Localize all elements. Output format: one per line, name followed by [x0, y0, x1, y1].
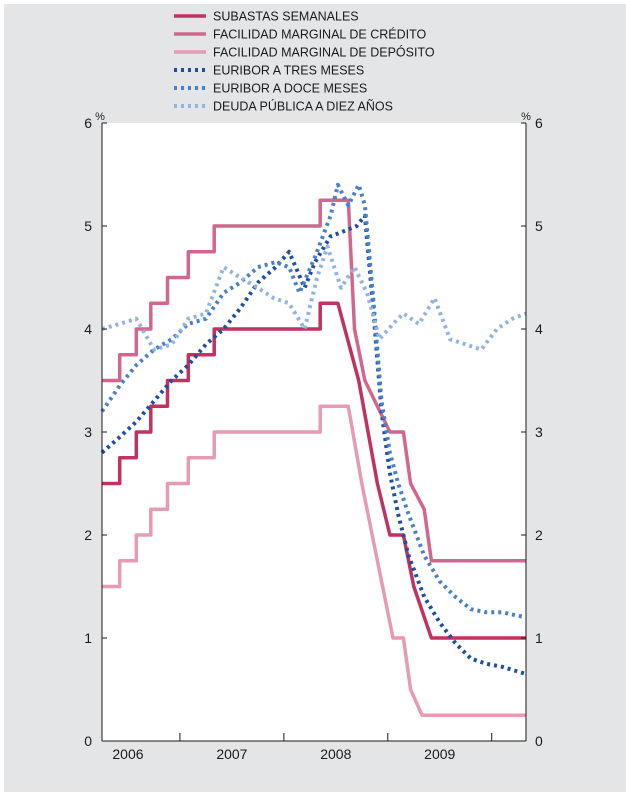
legend-label-5: EURIBOR A DOCE MESES — [213, 82, 367, 96]
series-line-1 — [102, 301, 526, 640]
legend-label-1: SUBASTAS SEMANALES — [213, 10, 359, 24]
x-tick-label-2009: 2009 — [424, 746, 455, 762]
legend-label-2: FACILIDAD MARGINAL DE CRÉDITO — [213, 27, 427, 42]
y-tick-label-right-6: 6 — [535, 115, 543, 131]
y-tick-label-right-0: 0 — [535, 733, 543, 749]
y-axis-unit-left: % — [95, 111, 105, 123]
legend-label-6: DEUDA PÚBLICA A DIEZ AÑOS — [213, 99, 393, 114]
y-tick-label-right-1: 1 — [535, 630, 543, 646]
legend-label-4: EURIBOR A TRES MESES — [213, 64, 364, 78]
y-tick-label-left-3: 3 — [84, 424, 92, 440]
x-tick-label-2006: 2006 — [112, 746, 143, 762]
chart-panel: 0 0 1 1 2 2 3 3 4 4 5 5 6 6%% 2006 2007 2008 2009 SUBASTAS… — [4, 4, 626, 792]
x-tick-label-2007: 2007 — [216, 746, 247, 762]
y-tick-label-left-5: 5 — [84, 218, 92, 234]
y-tick-label-left-1: 1 — [84, 630, 92, 646]
y-tick-label-right-4: 4 — [535, 321, 543, 337]
y-tick-label-right-2: 2 — [535, 527, 543, 543]
legend-label-3: FACILIDAD MARGINAL DE DEPÓSITO — [213, 45, 435, 60]
y-tick-label-right-3: 3 — [535, 424, 543, 440]
series-line-4 — [100, 213, 527, 676]
y-tick-label-left-2: 2 — [84, 527, 92, 543]
y-tick-label-left-6: 6 — [84, 115, 92, 131]
y-tick-label-left-0: 0 — [84, 733, 92, 749]
y-tick-label-right-5: 5 — [535, 218, 543, 234]
y-tick-label-left-4: 4 — [84, 321, 92, 337]
x-tick-label-2008: 2008 — [320, 746, 351, 762]
series-line-5 — [100, 182, 527, 620]
line-chart: 0 0 1 1 2 2 3 3 4 4 5 5 6 6% % 2006 2007 2008 2009 SUBASTAS… — [84, 10, 543, 763]
series-line-6 — [101, 244, 527, 352]
y-axis-unit-right: % — [521, 111, 531, 123]
series-line-3 — [102, 404, 526, 718]
series-line-2 — [102, 198, 526, 563]
